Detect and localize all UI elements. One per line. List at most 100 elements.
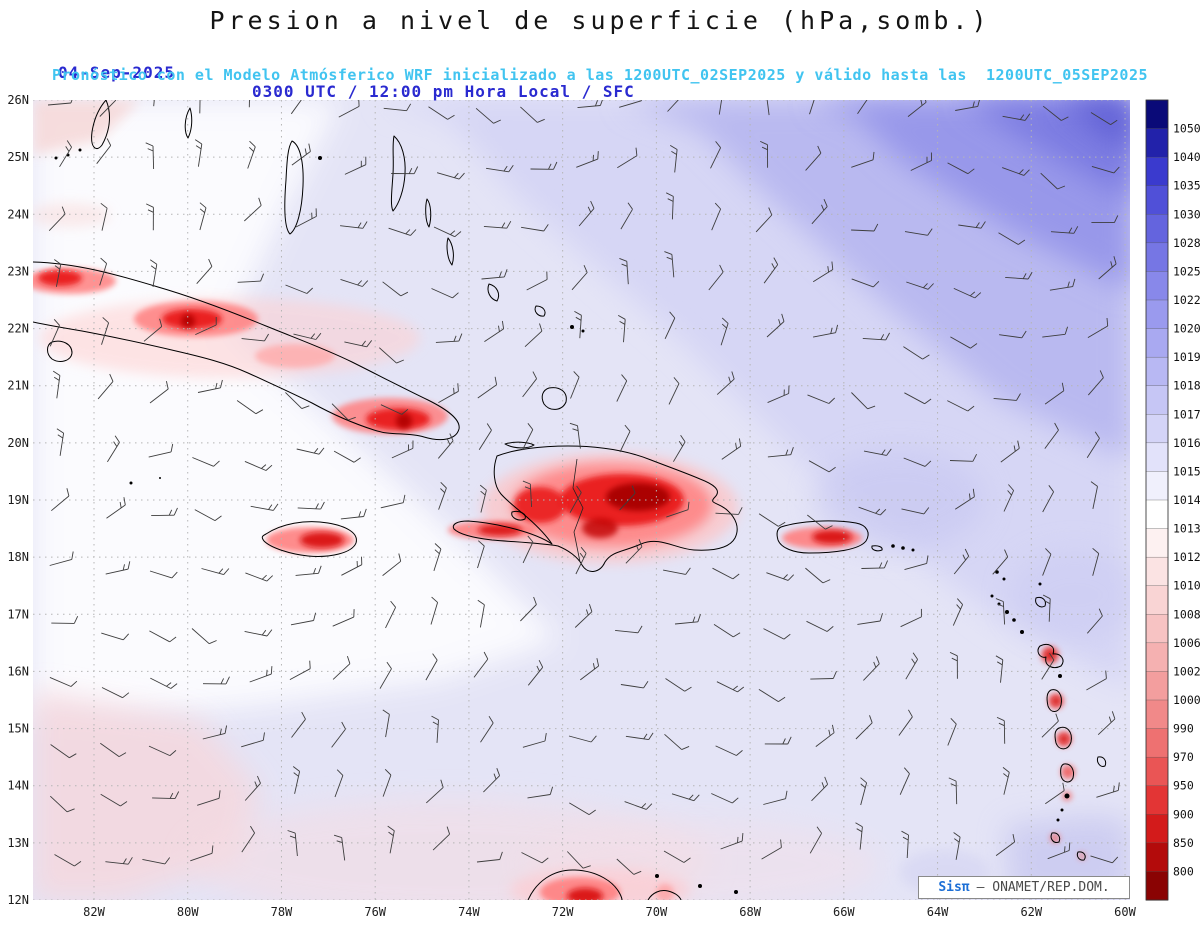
wind-barb — [100, 742, 127, 757]
wind-barb — [380, 404, 409, 415]
virgin-islands-dot — [901, 546, 905, 550]
shade-1020 — [960, 100, 1130, 200]
wind-barb — [105, 561, 131, 575]
wind-barb — [721, 438, 742, 460]
wind-barb — [244, 775, 261, 801]
wind-barb — [761, 839, 782, 860]
wind-barb — [1042, 548, 1052, 576]
wind-barb — [438, 481, 447, 510]
wind-barb — [332, 609, 355, 627]
wind-barb — [952, 598, 964, 626]
wind-barb — [1042, 105, 1069, 121]
run-date: 04-Sep-2025 — [58, 63, 175, 82]
wind-barb — [806, 620, 834, 632]
coastline-andros — [284, 140, 304, 235]
wind-barb — [287, 830, 298, 857]
red-hispaniola-min — [606, 483, 670, 511]
wind-barb — [857, 100, 868, 114]
wind-barb — [190, 845, 214, 862]
wind-barb — [291, 711, 306, 738]
wind-barb — [476, 851, 503, 863]
colorbar-label: 1019 — [1173, 350, 1200, 364]
wind-barb — [668, 377, 680, 405]
wind-barb — [145, 142, 155, 170]
saba-dot — [990, 594, 994, 598]
coastline-guajira — [527, 869, 623, 900]
wind-barb — [1092, 547, 1100, 576]
wind-barb — [241, 732, 265, 748]
wind-barb — [863, 448, 892, 456]
wind-barb — [948, 777, 958, 805]
wind-barb — [331, 403, 356, 421]
coastline-grenada — [1050, 832, 1061, 843]
colorbar-label: 1025 — [1173, 264, 1200, 278]
wind-barb — [387, 825, 395, 854]
wind-barb — [143, 318, 163, 342]
wind-barb — [992, 549, 1009, 575]
wind-barb — [1042, 594, 1051, 622]
shade-1022 — [1060, 100, 1130, 155]
wind-barb — [949, 651, 958, 679]
wind-barb — [477, 540, 485, 569]
coastline-tobago — [1076, 851, 1086, 861]
wind-barb — [766, 100, 770, 116]
wind-barb — [767, 447, 794, 458]
red-stlucia — [1061, 765, 1075, 779]
wind-barb — [716, 371, 735, 395]
wind-barb — [1005, 271, 1033, 280]
wind-barb — [625, 539, 643, 564]
coastline-crooked-island — [487, 283, 500, 302]
wind-barb — [480, 715, 494, 743]
wind-barb — [671, 793, 700, 802]
wind-barb — [100, 202, 108, 231]
red-dominica-core — [1052, 697, 1060, 705]
wind-barb — [1098, 256, 1117, 280]
wind-barb — [624, 801, 653, 810]
wind-barb — [148, 443, 174, 458]
wind-barb — [625, 732, 654, 741]
colorbar-block — [1145, 614, 1169, 644]
coastline-martinique — [1054, 726, 1072, 750]
wind-barb — [958, 221, 986, 229]
wind-barb — [720, 317, 729, 346]
wind-barb — [295, 565, 322, 576]
aruba-dot — [655, 874, 659, 878]
colorbar-block — [1145, 671, 1169, 701]
wind-barb — [947, 400, 975, 412]
wind-barb — [52, 370, 61, 399]
wind-barb — [192, 457, 220, 467]
wind-barb — [49, 551, 74, 566]
turks-dot — [570, 325, 574, 329]
coastline-mayaguana — [534, 305, 546, 317]
wind-barb — [619, 100, 642, 108]
wind-barb — [295, 208, 317, 228]
wind-barb — [903, 346, 930, 360]
lon-tick-label: 62W — [1020, 905, 1042, 919]
wind-barb — [716, 681, 745, 693]
wind-barb — [388, 227, 417, 236]
wind-barb — [484, 320, 505, 342]
wind-barb — [571, 265, 588, 291]
wind-barb — [431, 288, 459, 299]
lat-tick-label: 22N — [7, 322, 29, 336]
colorbar-block — [1145, 356, 1169, 387]
wind-barb — [202, 725, 228, 740]
colorbar-block — [1145, 185, 1169, 215]
colorbar-block — [1145, 756, 1169, 787]
wind-barb — [483, 768, 501, 793]
wind-barb — [433, 226, 462, 238]
wind-barb — [382, 709, 390, 738]
wind-barb — [477, 599, 485, 628]
shade-pocket-pr — [815, 450, 985, 550]
wind-barb — [809, 826, 822, 854]
wind-barb — [755, 207, 773, 233]
wind-barb — [245, 572, 274, 582]
coastline-antigua — [1035, 597, 1046, 608]
red-puertorico-core — [812, 530, 852, 544]
wind-barb — [522, 480, 533, 508]
wind-barb — [199, 100, 201, 114]
wind-barb — [576, 151, 599, 168]
wind-barb — [340, 221, 368, 229]
colorbar-block — [1145, 842, 1169, 873]
wind-barb — [332, 655, 351, 680]
